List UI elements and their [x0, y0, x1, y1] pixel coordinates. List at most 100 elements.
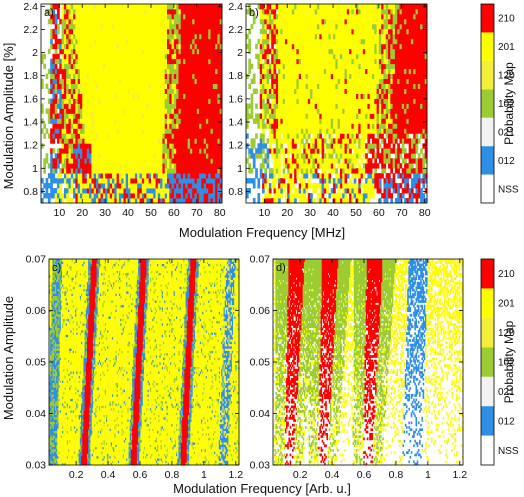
heatmap-cell: [59, 58, 63, 65]
heatmap-cell: [82, 113, 85, 119]
heatmap-cell: [351, 53, 355, 60]
heatmap-cell: [189, 83, 193, 89]
heatmap-cell: [167, 83, 170, 89]
heatmap-cell: [335, 128, 339, 134]
heatmap-cell: [333, 123, 336, 129]
heatmap-cell: [150, 13, 154, 20]
heatmap-cell: [192, 43, 195, 50]
heatmap-cell: [284, 103, 288, 109]
heatmap-cell: [125, 118, 129, 124]
heatmap-cell: [54, 48, 58, 55]
heatmap-cell: [323, 38, 327, 45]
heatmap-cell: [199, 78, 202, 85]
y-tick-label: 2.2: [23, 24, 38, 36]
heatmap-cell: [217, 48, 221, 55]
heatmap-cell: [189, 163, 193, 169]
heatmap-cell: [183, 178, 186, 184]
heatmap-cell: [250, 138, 254, 144]
heatmap-cell: [300, 183, 304, 189]
heatmap-cell: [178, 68, 182, 75]
heatmap-cell: [369, 38, 373, 45]
heatmap-cell: [123, 133, 127, 139]
heatmap-cell: [246, 178, 249, 184]
heatmap-cell: [130, 73, 134, 80]
heatmap-cell: [326, 183, 329, 189]
heatmap-cell: [271, 103, 274, 109]
heatmap-cell: [123, 193, 127, 199]
heatmap-cell: [342, 68, 345, 75]
heatmap-cell: [116, 93, 120, 99]
heatmap-cell: [132, 58, 136, 65]
heatmap-cell: [208, 113, 211, 119]
heatmap-cell: [100, 43, 104, 50]
heatmap-cell: [321, 78, 325, 85]
heatmap-cell: [176, 193, 179, 199]
heatmap-cell: [196, 8, 200, 15]
heatmap-cell: [312, 58, 316, 65]
heatmap-cell: [148, 23, 152, 30]
heatmap-cell: [337, 28, 341, 35]
heatmap-cell: [109, 138, 113, 144]
heatmap-cell: [349, 103, 352, 109]
heatmap-cell: [291, 143, 295, 149]
heatmap-cell: [335, 123, 339, 129]
heatmap-cell: [215, 53, 218, 60]
heatmap-cell: [167, 53, 170, 60]
heatmap-cell: [300, 118, 304, 124]
heatmap-cell: [314, 188, 318, 194]
heatmap-cell: [201, 108, 205, 114]
heatmap-cell: [310, 93, 313, 99]
heatmap-cell: [121, 33, 124, 40]
heatmap-cell: [47, 98, 51, 104]
heatmap-cell: [86, 103, 90, 109]
heatmap-cell: [273, 153, 277, 159]
heatmap-cell: [280, 58, 284, 65]
heatmap-cell: [291, 178, 295, 184]
heatmap-cell: [167, 38, 170, 45]
heatmap-cell: [346, 98, 350, 104]
heatmap-cell: [280, 68, 284, 75]
heatmap-cell: [77, 63, 81, 70]
heatmap-cell: [153, 128, 156, 134]
heatmap-cell: [360, 18, 364, 25]
heatmap-cell: [282, 183, 286, 189]
heatmap-cell: [321, 183, 325, 189]
heatmap-cell: [291, 138, 295, 144]
heatmap-cell: [82, 143, 85, 149]
heatmap-cell: [271, 113, 274, 119]
heatmap-cell: [300, 98, 304, 104]
heatmap-cell: [298, 188, 302, 194]
heatmap-cell: [330, 158, 334, 164]
heatmap-cell: [109, 163, 113, 169]
heatmap-cell: [102, 13, 106, 20]
heatmap-cell: [185, 168, 189, 174]
heatmap-cell: [319, 158, 323, 164]
heatmap-cell: [134, 98, 138, 104]
heatmap-cell: [369, 118, 373, 124]
heatmap-cell: [349, 108, 352, 114]
heatmap-cell: [118, 83, 122, 89]
heatmap-cell: [296, 18, 300, 25]
heatmap-cell: [333, 73, 336, 80]
heatmap-cell: [289, 43, 293, 50]
heatmap-cell: [79, 123, 83, 129]
heatmap-cell: [167, 23, 170, 30]
heatmap-cell: [307, 33, 311, 40]
heatmap-cell: [273, 23, 277, 30]
heatmap-cell: [150, 18, 154, 25]
heatmap-cell: [358, 73, 361, 80]
heatmap-cell: [278, 193, 281, 199]
heatmap-cell: [257, 63, 261, 70]
heatmap-cell: [153, 98, 156, 104]
heatmap-cell: [208, 123, 211, 129]
heatmap-cell: [157, 163, 161, 169]
heatmap-cell: [134, 73, 138, 80]
heatmap-cell: [43, 158, 46, 164]
heatmap-cell: [102, 123, 106, 129]
heatmap-cell: [333, 148, 336, 154]
heatmap-cell: [210, 18, 214, 25]
heatmap-cell: [185, 173, 189, 179]
heatmap-cell: [333, 43, 336, 50]
heatmap-cell: [121, 28, 124, 35]
heatmap-cell: [312, 118, 316, 124]
